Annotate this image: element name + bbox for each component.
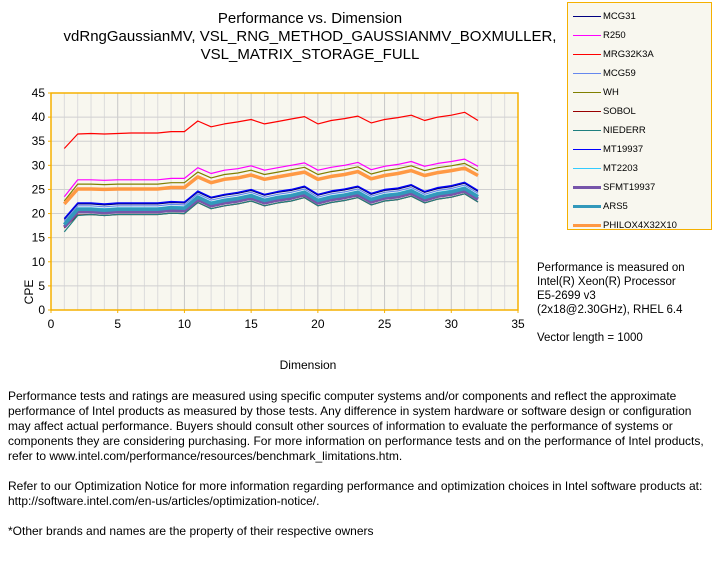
y-tick-label: 10: [32, 255, 46, 269]
info-line: (2x18@2.30GHz), RHEL 6.4: [537, 304, 683, 316]
chart-subtitle-line: vdRngGaussianMV, VSL_RNG_METHOD_GAUSSIAN…: [63, 28, 557, 45]
series-line-mt19937: [63, 181, 479, 219]
x-tick-label: 10: [178, 317, 192, 331]
legend-item-mt19937: MT19937: [568, 140, 711, 159]
legend-item-sobol: SOBOL: [568, 102, 711, 121]
footer-notice: Performance tests and ratings are measur…: [8, 389, 708, 554]
tick-labels: 0 5 10 15 20 25 30 35 40 45 0 5 10 15 20 25 30 35: [32, 86, 525, 331]
legend-swatch: [573, 54, 601, 55]
legend-label: R250: [603, 30, 626, 41]
optimization-notice: Refer to our Optimization Notice for mor…: [8, 479, 703, 508]
series-line-ars5: [62, 186, 479, 226]
series-line-sfmt19937: [62, 189, 479, 229]
legend-item-mcg31: MCG31: [568, 7, 711, 26]
legend-item-r250: R250: [568, 26, 711, 45]
legend-label: NIEDERR: [603, 125, 646, 136]
x-tick-label: 5: [114, 317, 121, 331]
legend-item-sfmt19937: SFMT19937: [568, 178, 711, 197]
legend-label: MRG32K3A: [603, 49, 654, 60]
y-tick-label: 5: [38, 279, 45, 293]
info-line: E5-2699 v3: [537, 290, 596, 302]
x-tick-label: 20: [311, 317, 325, 331]
legend-item-niederr: NIEDERR: [568, 121, 711, 140]
series-line-philox4x32x10: [62, 166, 479, 206]
series-group: [62, 111, 479, 233]
legend-label: ARS5: [603, 201, 628, 212]
legend-item-philox4x32x10: PHILOX4X32X10: [568, 216, 711, 235]
info-line: Performance is measured on: [537, 262, 685, 274]
legend-swatch: [573, 168, 601, 169]
y-tick-label: 0: [38, 303, 45, 317]
info-line: Intel(R) Xeon(R) Processor: [537, 276, 676, 288]
y-tick-label: 20: [32, 207, 46, 221]
legend-label: WH: [603, 87, 619, 98]
legend-item-mcg59: MCG59: [568, 64, 711, 83]
legend-label: PHILOX4X32X10: [603, 220, 677, 231]
legend-swatch: [573, 16, 601, 17]
legend-swatch: [573, 130, 601, 131]
x-tick-label: 35: [511, 317, 525, 331]
series-line-mrg32k3a: [63, 111, 479, 149]
y-axis-label: CPE: [22, 280, 36, 305]
plot-border: [50, 92, 519, 311]
series-line-r250: [63, 158, 479, 198]
legend-label: MCG59: [603, 68, 636, 79]
series-line-mcg59: [63, 184, 479, 222]
system-info: Performance is measured on Intel(R) Xeon(…: [537, 261, 685, 345]
legend-swatch: [573, 205, 601, 208]
chart-title-line: Performance vs. Dimension: [217, 10, 403, 27]
legend: MCG31 R250 MRG32K3A MCG59 WH SOBOL NIEDERR MT19…: [567, 2, 712, 231]
y-tick-label: 40: [32, 110, 46, 124]
x-tick-label: 0: [48, 317, 55, 331]
info-line: [537, 317, 685, 331]
grid: [51, 92, 518, 311]
x-tick-label: 25: [378, 317, 392, 331]
legend-label: SFMT19937: [603, 182, 656, 193]
legend-swatch: [573, 73, 601, 74]
line-chart: 0 5 10 15 20 25 30 35 40 45 0 5 10 15 20 25 30 35 Dimensi…: [22, 86, 525, 372]
legend-item-ars5: ARS5: [568, 197, 711, 216]
y-tick-label: 25: [32, 182, 46, 196]
series-line-wh: [63, 162, 479, 202]
series-line-niederr: [63, 193, 479, 233]
trademark-notice: *Other brands and names are the property…: [8, 524, 374, 538]
y-tick-label: 35: [32, 134, 46, 148]
series-line-mcg31: [63, 182, 479, 220]
chart-title: Performance vs. Dimension vdRngGaussianM…: [0, 10, 620, 64]
legend-item-wh: WH: [568, 83, 711, 102]
info-line: Vector length = 1000: [537, 332, 643, 344]
legend-label: MT19937: [603, 144, 644, 155]
chart-subtitle-line: VSL_MATRIX_STORAGE_FULL: [200, 46, 420, 63]
x-axis-label: Dimension: [280, 358, 337, 372]
legend-swatch: [573, 111, 601, 112]
y-tick-label: 45: [32, 86, 46, 100]
x-tick-label: 15: [244, 317, 258, 331]
legend-swatch: [573, 92, 601, 93]
legend-swatch: [573, 186, 601, 189]
legend-label: MT2203: [603, 163, 638, 174]
legend-item-mt2203: MT2203: [568, 159, 711, 178]
legend-item-mrg32k3a: MRG32K3A: [568, 45, 711, 64]
legend-swatch: [573, 35, 601, 36]
legend-swatch: [573, 149, 601, 150]
y-tick-label: 30: [32, 158, 46, 172]
x-tick-label: 30: [445, 317, 459, 331]
legend-label: SOBOL: [603, 106, 636, 117]
legend-swatch: [573, 224, 601, 227]
y-tick-label: 15: [32, 231, 46, 245]
legend-label: MCG31: [603, 11, 636, 22]
performance-disclaimer: Performance tests and ratings are measur…: [8, 389, 704, 463]
